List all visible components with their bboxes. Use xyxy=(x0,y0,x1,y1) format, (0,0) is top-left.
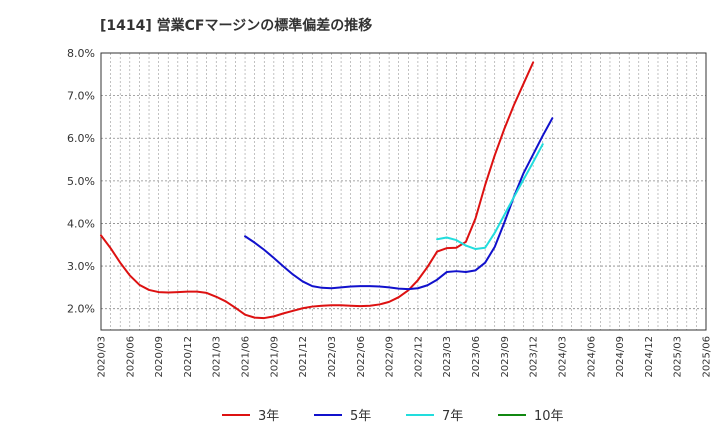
x-tick-label: 2021/12 xyxy=(298,336,309,378)
x-tick-label: 2025/03 xyxy=(673,336,684,378)
y-tick-label: 2.0% xyxy=(67,303,95,316)
y-tick-label: 5.0% xyxy=(67,175,95,188)
y-axis: 2.0% 3.0% 4.0% 5.0% 6.0% 7.0% 8.0% xyxy=(67,47,95,316)
legend-label: 5年 xyxy=(350,409,371,424)
y-tick-label: 4.0% xyxy=(67,217,95,230)
x-tick-label: 2025/06 xyxy=(702,336,713,378)
x-tick-label: 2024/06 xyxy=(586,336,597,378)
x-tick-label: 2023/09 xyxy=(500,336,511,378)
plot-area xyxy=(101,53,706,330)
grid xyxy=(101,52,706,330)
x-tick-label: 2022/06 xyxy=(356,336,367,378)
plot-frame xyxy=(100,52,707,331)
y-tick-label: 3.0% xyxy=(67,260,95,273)
x-tick-label: 2021/09 xyxy=(269,336,280,378)
x-tick-label: 2021/03 xyxy=(212,336,223,378)
x-tick-label: 2024/12 xyxy=(644,336,655,378)
x-tick-label: 2020/12 xyxy=(183,336,194,378)
series-line xyxy=(100,61,535,320)
x-tick-label: 2024/09 xyxy=(615,336,626,378)
x-tick-label: 2024/03 xyxy=(557,336,568,378)
x-tick-label: 2021/06 xyxy=(241,336,252,378)
chart-title: [1414] 営業CFマージンの標準偏差の推移 xyxy=(100,17,372,34)
legend-label: 7年 xyxy=(442,409,463,424)
y-tick-label: 8.0% xyxy=(67,47,95,60)
x-tick-label: 2020/03 xyxy=(97,336,108,378)
series-line xyxy=(244,117,554,291)
x-tick-label: 2022/12 xyxy=(413,336,424,378)
x-tick-label: 2023/03 xyxy=(442,336,453,378)
x-tick-label: 2023/12 xyxy=(529,336,540,378)
x-axis: 2020/03 2020/06 2020/09 2020/12 2021/03 2021/… xyxy=(97,336,713,378)
y-tick-label: 6.0% xyxy=(67,132,95,145)
x-tick-label: 2023/06 xyxy=(471,336,482,378)
x-tick-label: 2020/09 xyxy=(154,336,165,378)
x-tick-label: 2020/06 xyxy=(125,336,136,378)
legend-label: 10年 xyxy=(534,409,564,424)
x-tick-label: 2022/09 xyxy=(385,336,396,378)
y-tick-label: 7.0% xyxy=(67,90,95,103)
legend: 3年 5年 7年 10年 xyxy=(222,409,564,424)
legend-label: 3年 xyxy=(258,409,279,424)
series-line xyxy=(436,143,544,251)
series-lines xyxy=(100,61,554,320)
x-tick-label: 2022/03 xyxy=(327,336,338,378)
